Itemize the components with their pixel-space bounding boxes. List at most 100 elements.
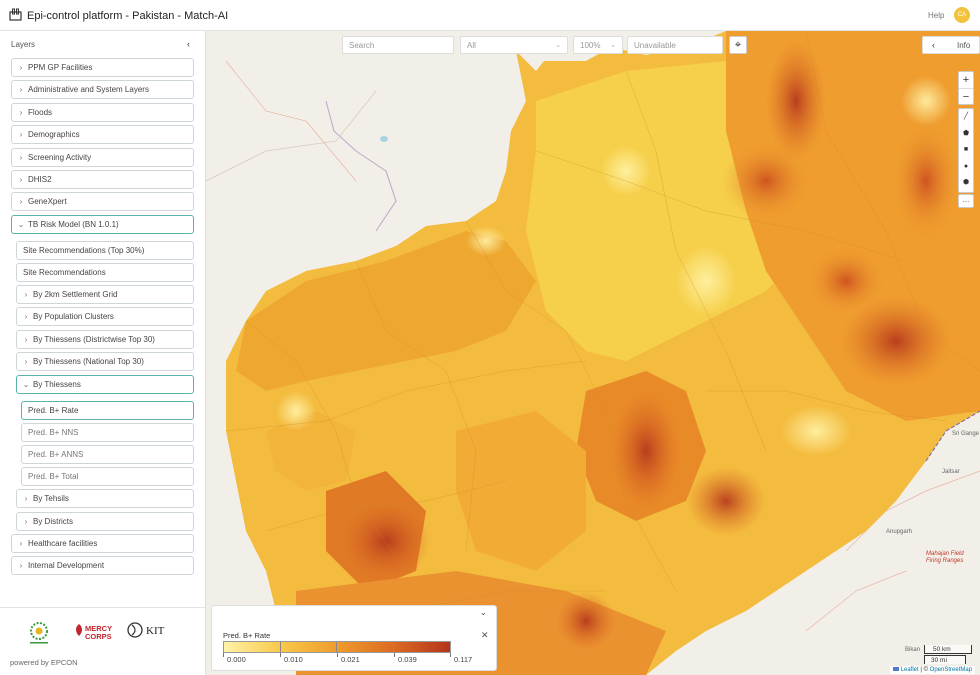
more-tools-button[interactable]: ... xyxy=(958,194,974,208)
map-label-anupgarh: Anupgarh xyxy=(886,529,913,535)
leaflet-flag-icon xyxy=(893,667,899,672)
choropleth-map xyxy=(206,31,980,675)
legend-tick-2: 0.021 xyxy=(341,655,360,664)
layer-by-population-clusters[interactable]: › By Population Clusters xyxy=(16,307,194,326)
status-input[interactable]: Unavailable xyxy=(627,36,723,54)
layer-dhis2[interactable]: › DHIS2 xyxy=(11,170,194,189)
layer-label: By Thiessens (Districtwise Top 30) xyxy=(33,335,155,344)
info-label: Info xyxy=(957,41,971,50)
layer-label: By Thiessens xyxy=(33,380,81,389)
layer-site-recommendations-top30[interactable]: Site Recommendations (Top 30%) xyxy=(16,241,194,260)
layer-label: Pred. B+ NNS xyxy=(28,428,79,437)
chevron-right-icon: › xyxy=(19,85,23,94)
legend-tick-1: 0.010 xyxy=(284,655,303,664)
zoom-value: 100% xyxy=(580,40,601,50)
crosshair-icon: ⌖ xyxy=(734,39,742,51)
layer-by-2km-grid[interactable]: › By 2km Settlement Grid xyxy=(16,285,194,304)
draw-marker-icon[interactable]: ⬢ xyxy=(962,179,970,186)
map-label-jaitsar: Jaitsar xyxy=(942,469,960,475)
zoom-controls: + − xyxy=(958,71,974,105)
ntp-logo xyxy=(30,622,48,644)
map-canvas[interactable]: Sri Gange Jaitsar Anupgarh Mahajan Field… xyxy=(206,31,980,675)
close-icon[interactable]: ✕ xyxy=(481,630,489,640)
scale-bar: 50 km 30 mi xyxy=(924,645,972,665)
chevron-right-icon: › xyxy=(24,494,28,503)
zoom-select[interactable]: 100% ⌄ xyxy=(573,36,623,54)
layer-pred-b-anns[interactable]: Pred. B+ ANNS xyxy=(21,445,194,464)
layer-healthcare-facilities[interactable]: › Healthcare facilities xyxy=(11,534,194,553)
help-link[interactable]: Help xyxy=(928,11,945,20)
zoom-out-button[interactable]: − xyxy=(959,88,973,104)
attribution-separator: | © xyxy=(918,667,930,673)
osm-link[interactable]: OpenStreetMap xyxy=(929,667,973,673)
draw-circle-icon[interactable]: ● xyxy=(963,162,969,170)
layer-genexpert[interactable]: › GeneXpert xyxy=(11,192,194,211)
layer-by-thiessens[interactable]: ⌄ By Thiessens xyxy=(16,375,194,394)
legend-tickmark xyxy=(394,653,395,657)
search-input[interactable]: Search xyxy=(342,36,454,54)
layer-label: GeneXpert xyxy=(28,197,67,206)
layer-pred-b-total[interactable]: Pred. B+ Total xyxy=(21,467,194,486)
chevron-right-icon: › xyxy=(24,517,28,526)
top-bar: Epi-control platform - Pakistan - Match-… xyxy=(0,0,980,31)
legend-panel: ⌄ Pred. B+ Rate ✕ 0.000 0.010 0.021 0.03… xyxy=(211,605,497,671)
layer-by-thiessens-districtwise[interactable]: › By Thiessens (Districtwise Top 30) xyxy=(16,330,194,349)
mercy-corps-text: MERCY CORPS xyxy=(85,624,112,641)
legend-tick-3: 0.039 xyxy=(398,655,417,664)
legend-tickmark xyxy=(280,653,281,657)
layer-label: Pred. B+ Total xyxy=(28,472,79,481)
layer-ppm-gp-facilities[interactable]: › PPM GP Facilities xyxy=(11,58,194,77)
layer-by-thiessens-national[interactable]: › By Thiessens (National Top 30) xyxy=(16,352,194,371)
legend-swatch-2 xyxy=(281,642,337,652)
layer-label: Site Recommendations xyxy=(23,268,106,277)
layer-label: Screening Activity xyxy=(28,153,92,162)
layer-pred-b-rate[interactable]: Pred. B+ Rate xyxy=(21,401,194,420)
layer-tb-risk-model[interactable]: ⌄ TB Risk Model (BN 1.0.1) xyxy=(11,215,194,234)
layer-label: DHIS2 xyxy=(28,175,52,184)
logo-icon xyxy=(9,8,22,21)
search-placeholder: Search xyxy=(349,40,375,50)
layer-by-tehsils[interactable]: › By Tehsils xyxy=(16,489,194,508)
layer-internal-development[interactable]: › Internal Development xyxy=(11,556,194,575)
filter-select[interactable]: All ⌄ xyxy=(460,36,568,54)
layer-label: Pred. B+ Rate xyxy=(28,406,79,415)
legend-tickmark xyxy=(337,653,338,657)
layer-label: PPM GP Facilities xyxy=(28,63,93,72)
draw-tools: ╱ ⬟ ■ ● ⬢ xyxy=(958,108,974,193)
chevron-right-icon: › xyxy=(19,130,23,139)
legend-tickmark xyxy=(223,653,224,657)
chevron-right-icon: › xyxy=(19,539,23,548)
leaflet-link[interactable]: Leaflet xyxy=(900,667,919,673)
avatar[interactable]: CA xyxy=(954,7,970,23)
mercy-corps-logo xyxy=(76,624,82,636)
layer-label: Administrative and System Layers xyxy=(28,85,149,94)
kit-text: KIT xyxy=(146,625,165,637)
layer-label: Pred. B+ ANNS xyxy=(28,450,84,459)
layer-administrative[interactable]: › Administrative and System Layers xyxy=(11,80,194,99)
draw-polygon-icon[interactable]: ⬟ xyxy=(962,129,970,137)
chevron-right-icon: › xyxy=(19,108,23,117)
layer-floods[interactable]: › Floods xyxy=(11,103,194,122)
layer-label: By Population Clusters xyxy=(33,312,114,321)
layer-label: Demographics xyxy=(28,130,80,139)
layer-site-recommendations[interactable]: Site Recommendations xyxy=(16,263,194,282)
zoom-in-button[interactable]: + xyxy=(962,74,970,86)
map-label-sri-gange: Sri Gange xyxy=(952,431,980,437)
layer-label: Floods xyxy=(28,108,53,117)
scale-mi: 30 mi xyxy=(924,655,966,664)
collapse-sidebar-icon[interactable]: ‹ xyxy=(187,39,190,49)
kit-logo-icon xyxy=(127,622,143,638)
layer-label: TB Risk Model (BN 1.0.1) xyxy=(28,220,119,229)
locate-button[interactable]: ⌖ xyxy=(729,36,747,54)
layer-by-districts[interactable]: › By Districts xyxy=(16,512,194,531)
collapse-legend-icon[interactable]: ⌄ xyxy=(480,608,487,617)
layer-screening-activity[interactable]: › Screening Activity xyxy=(11,148,194,167)
draw-line-icon[interactable]: ╱ xyxy=(963,113,969,120)
layer-demographics[interactable]: › Demographics xyxy=(11,125,194,144)
draw-rectangle-icon[interactable]: ■ xyxy=(963,146,969,153)
layer-pred-b-nns[interactable]: Pred. B+ NNS xyxy=(21,423,194,442)
info-button[interactable]: ‹ Info xyxy=(922,36,980,54)
partners-footer: MERCY CORPS KIT xyxy=(0,607,206,675)
chevron-right-icon: › xyxy=(19,63,23,72)
layer-label: Site Recommendations (Top 30%) xyxy=(23,246,145,255)
